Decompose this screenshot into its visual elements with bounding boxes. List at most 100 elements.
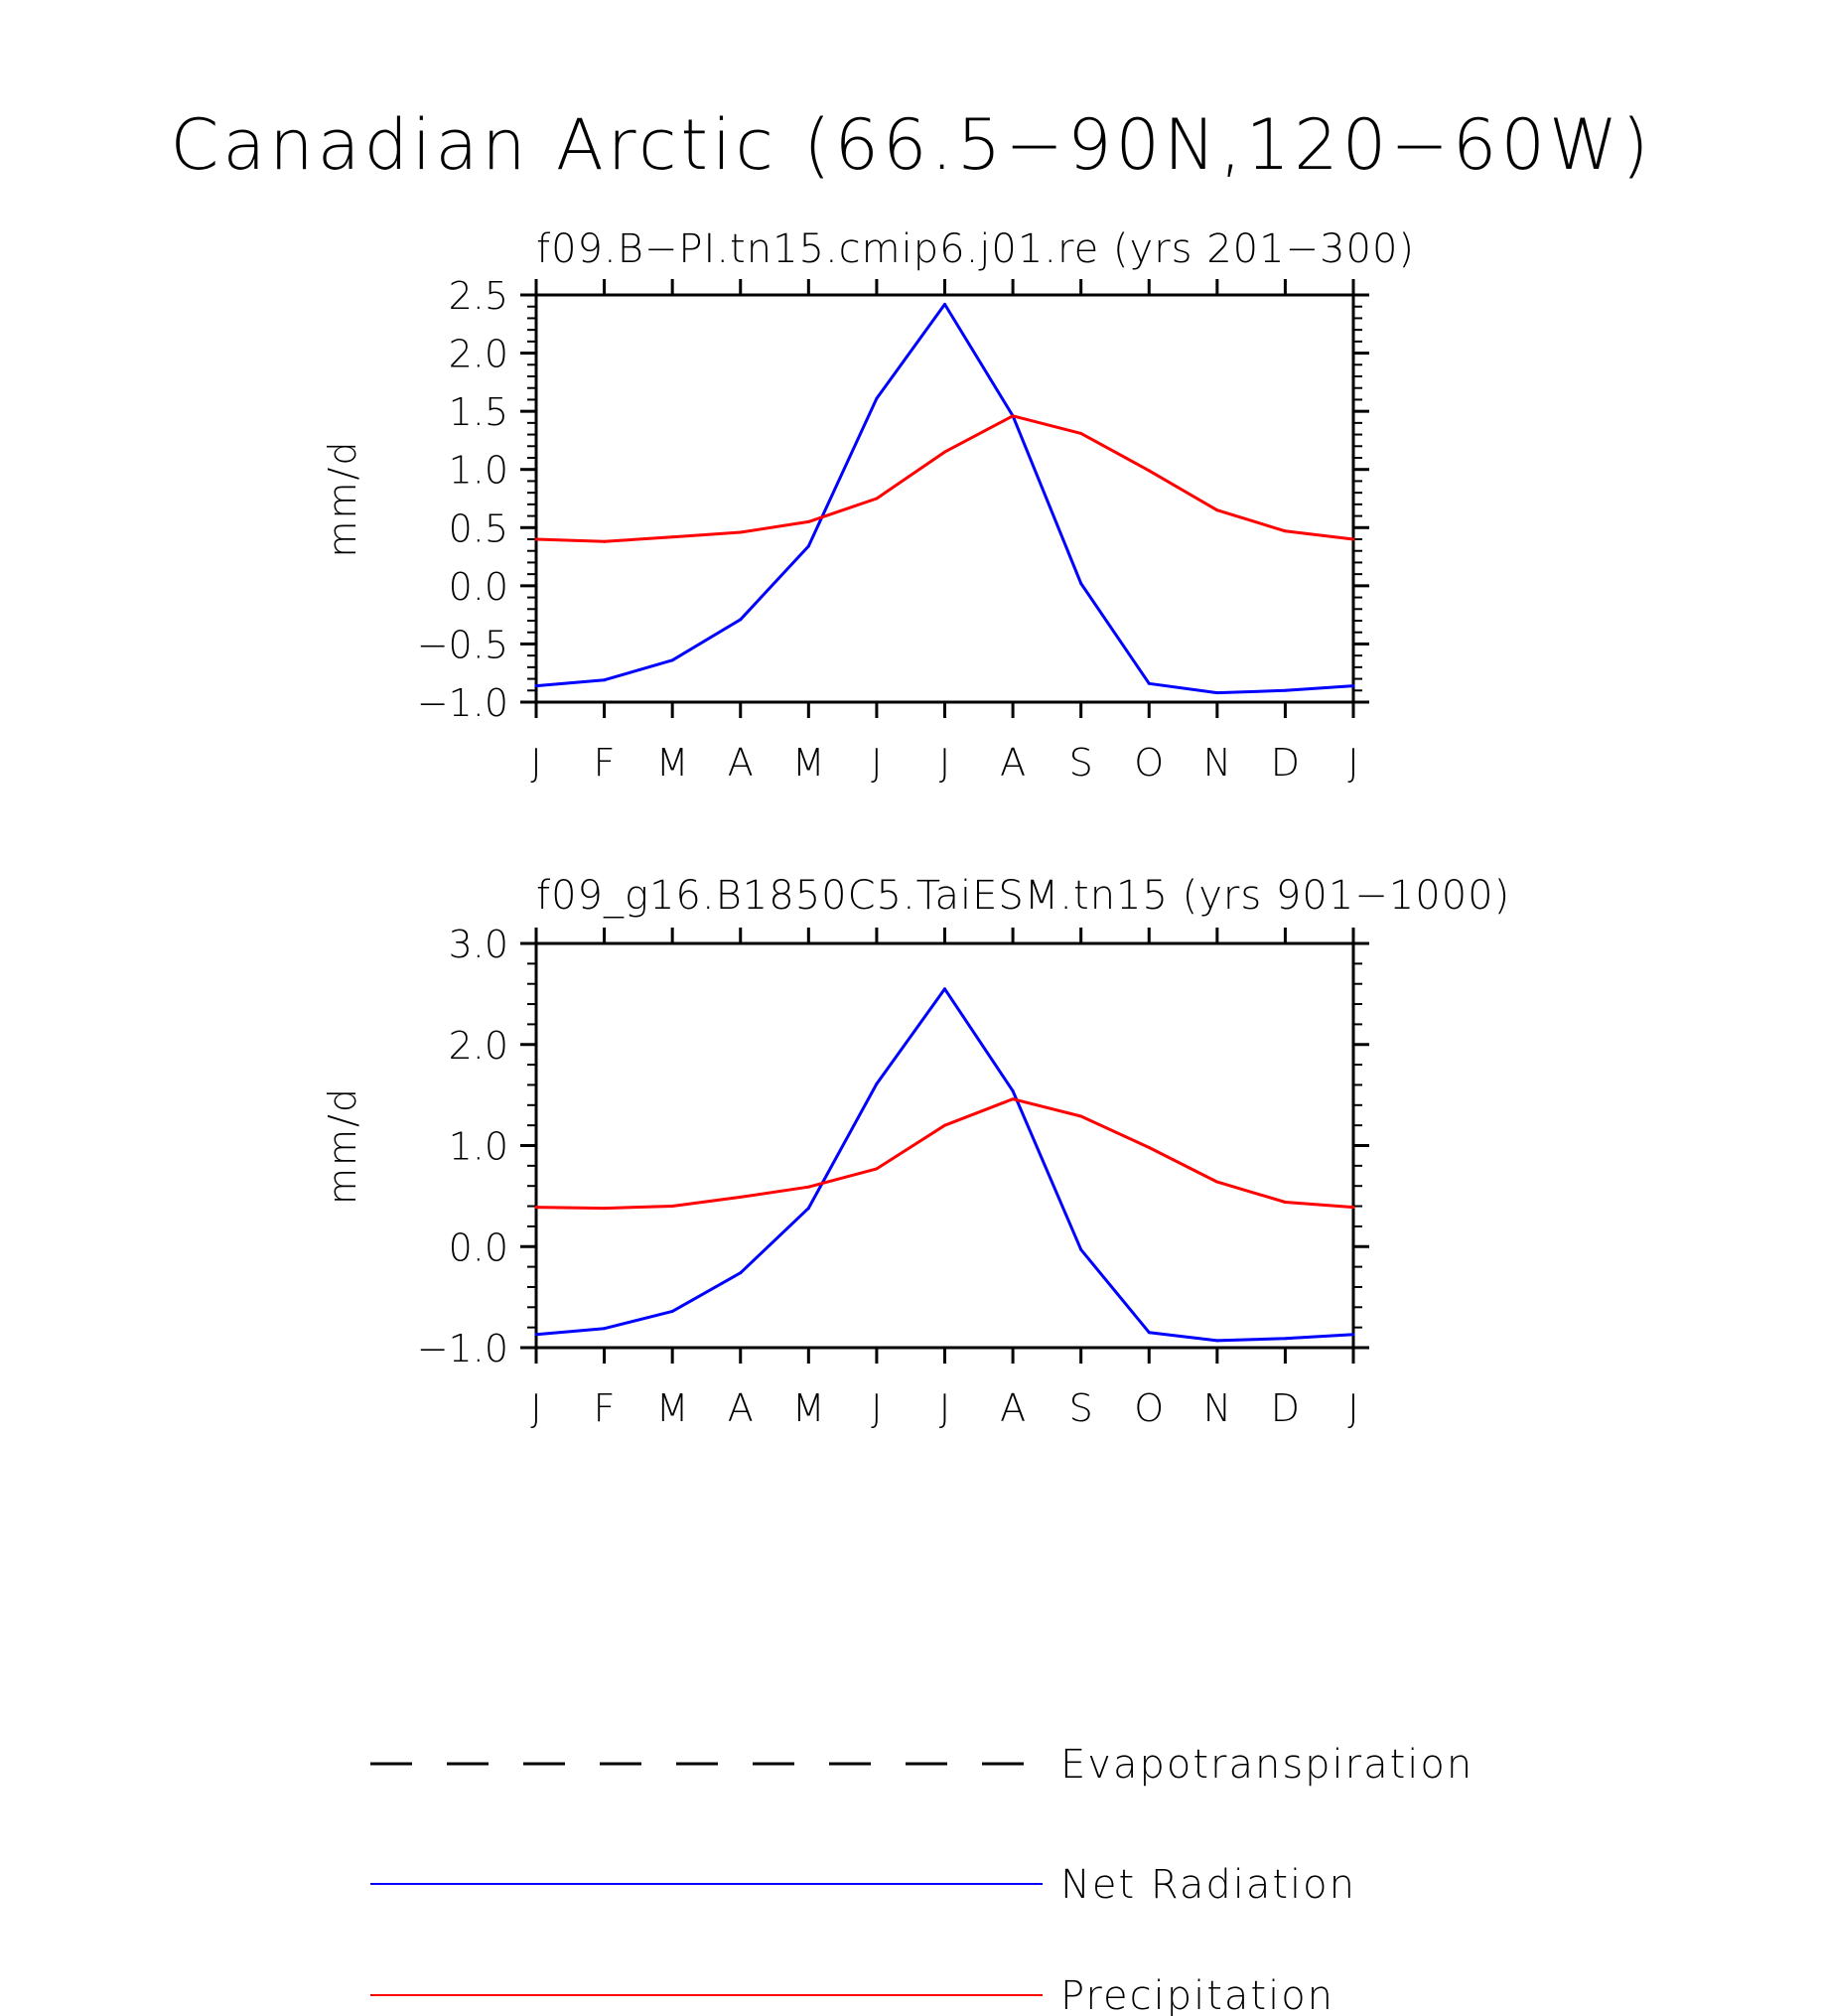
data-point-precipitation [1079,1114,1083,1118]
x-tick-label: M [656,1386,689,1430]
x-tick-label: M [792,741,825,785]
data-point-net-radiation [806,1207,810,1211]
x-tick-label: J [1347,1386,1358,1430]
y-tick-label: 0.5 [449,506,508,550]
data-point-net-radiation [1011,1089,1015,1093]
series-line-precipitation [535,1097,1354,1211]
data-point-precipitation [1215,1180,1219,1184]
data-point-precipitation [806,519,810,523]
x-tick-label: J [530,741,541,785]
x-tick-label: A [728,1386,754,1430]
x-tick-label: J [871,741,882,785]
data-point-net-radiation [1215,691,1219,695]
data-point-net-radiation [1283,688,1287,692]
data-point-net-radiation [1147,1331,1151,1335]
data-point-net-radiation [1351,684,1355,688]
y-tick-label: 1.0 [449,1125,508,1169]
data-point-precipitation [1351,537,1355,541]
x-tick-label: F [594,1386,616,1430]
y-tick-label: −1.0 [417,681,508,725]
y-tick-label: 3.0 [449,923,508,966]
y-tick-label: 1.0 [449,449,508,493]
legend-label-net-radiation: Net Radiation [1060,1862,1356,1908]
series-line-precipitation [535,414,1354,543]
y-tick-label: 0.0 [449,565,508,609]
data-point-precipitation [943,1123,946,1127]
x-tick-label: D [1271,1386,1300,1430]
data-point-net-radiation [875,396,879,400]
data-point-precipitation [1351,1206,1355,1210]
data-point-net-radiation [1079,1247,1083,1251]
x-tick-label: N [1203,741,1231,785]
x-tick-label: O [1134,741,1164,785]
x-tick-label: F [594,741,616,785]
data-point-net-radiation [739,1271,743,1275]
figure-title: Canadian Arctic (66.5−90N,120−60W) [170,104,1652,186]
data-point-precipitation [875,497,879,501]
data-point-net-radiation [1283,1337,1287,1341]
legend-label-evapotranspiration: Evapotranspiration [1060,1742,1473,1788]
data-point-net-radiation [670,1309,674,1313]
data-point-precipitation [1079,431,1083,435]
y-tick-label: 2.5 [449,274,508,318]
data-point-net-radiation [534,1333,538,1337]
data-point-precipitation [670,1205,674,1209]
x-tick-label: S [1069,741,1093,785]
data-point-precipitation [806,1185,810,1189]
x-tick-label: N [1203,1386,1231,1430]
data-point-net-radiation [603,678,607,682]
y-tick-label: −0.5 [417,623,508,666]
y-tick-label: 2.0 [449,333,508,376]
data-point-net-radiation [1079,582,1083,586]
data-point-net-radiation [1147,681,1151,685]
data-point-precipitation [1215,508,1219,512]
data-point-precipitation [943,450,946,454]
x-tick-label: J [939,741,950,785]
chart-panel-2: f09_g16.B1850C5.TaiESM.tn15 (yrs 901−100… [321,873,1509,1430]
chart-panel-1: f09.B−PI.tn15.cmip6.j01.re (yrs 201−300)… [321,226,1415,785]
data-point-net-radiation [534,684,538,688]
data-point-net-radiation [943,302,946,306]
series-line-net-radiation [535,987,1354,1343]
x-tick-label: D [1271,741,1300,785]
data-point-precipitation [670,535,674,539]
panel-title: f09.B−PI.tn15.cmip6.j01.re (yrs 201−300) [536,226,1415,272]
plot-frame [534,941,1355,1350]
data-point-net-radiation [670,658,674,662]
data-point-net-radiation [1351,1333,1355,1337]
data-point-precipitation [1147,469,1151,473]
data-point-precipitation [534,1206,538,1210]
x-tick-label: A [1000,741,1026,785]
data-point-net-radiation [1215,1339,1219,1343]
x-tick-label: M [656,741,689,785]
data-point-net-radiation [806,544,810,548]
y-tick-label: 0.0 [449,1225,508,1269]
x-tick-label: J [530,1386,541,1430]
data-point-precipitation [534,537,538,541]
data-point-precipitation [1147,1146,1151,1150]
y-tick-label: 2.0 [449,1024,508,1068]
plot-frame [534,293,1355,704]
x-tick-label: J [871,1386,882,1430]
x-tick-label: S [1069,1386,1093,1430]
x-tick-label: O [1134,1386,1164,1430]
y-axis-label: mm/d [321,440,364,558]
data-point-net-radiation [603,1327,607,1331]
data-point-precipitation [1283,1200,1287,1204]
data-point-net-radiation [943,987,946,991]
y-tick-label: 1.5 [449,390,508,434]
data-point-precipitation [875,1167,879,1171]
data-point-net-radiation [739,618,743,622]
data-point-precipitation [739,530,743,534]
data-point-net-radiation [875,1081,879,1085]
x-tick-label: J [1347,741,1358,785]
y-axis-label: mm/d [321,1086,364,1205]
series-line-net-radiation [535,302,1354,695]
legend-label-precipitation: Precipitation [1060,1973,1334,2016]
data-point-precipitation [1011,1097,1015,1101]
data-point-precipitation [603,539,607,543]
data-point-precipitation [1011,414,1015,418]
x-tick-label: J [939,1386,950,1430]
legend: Evapotranspiration Net Radiation Precipita… [370,1742,1473,2016]
data-point-precipitation [603,1207,607,1211]
